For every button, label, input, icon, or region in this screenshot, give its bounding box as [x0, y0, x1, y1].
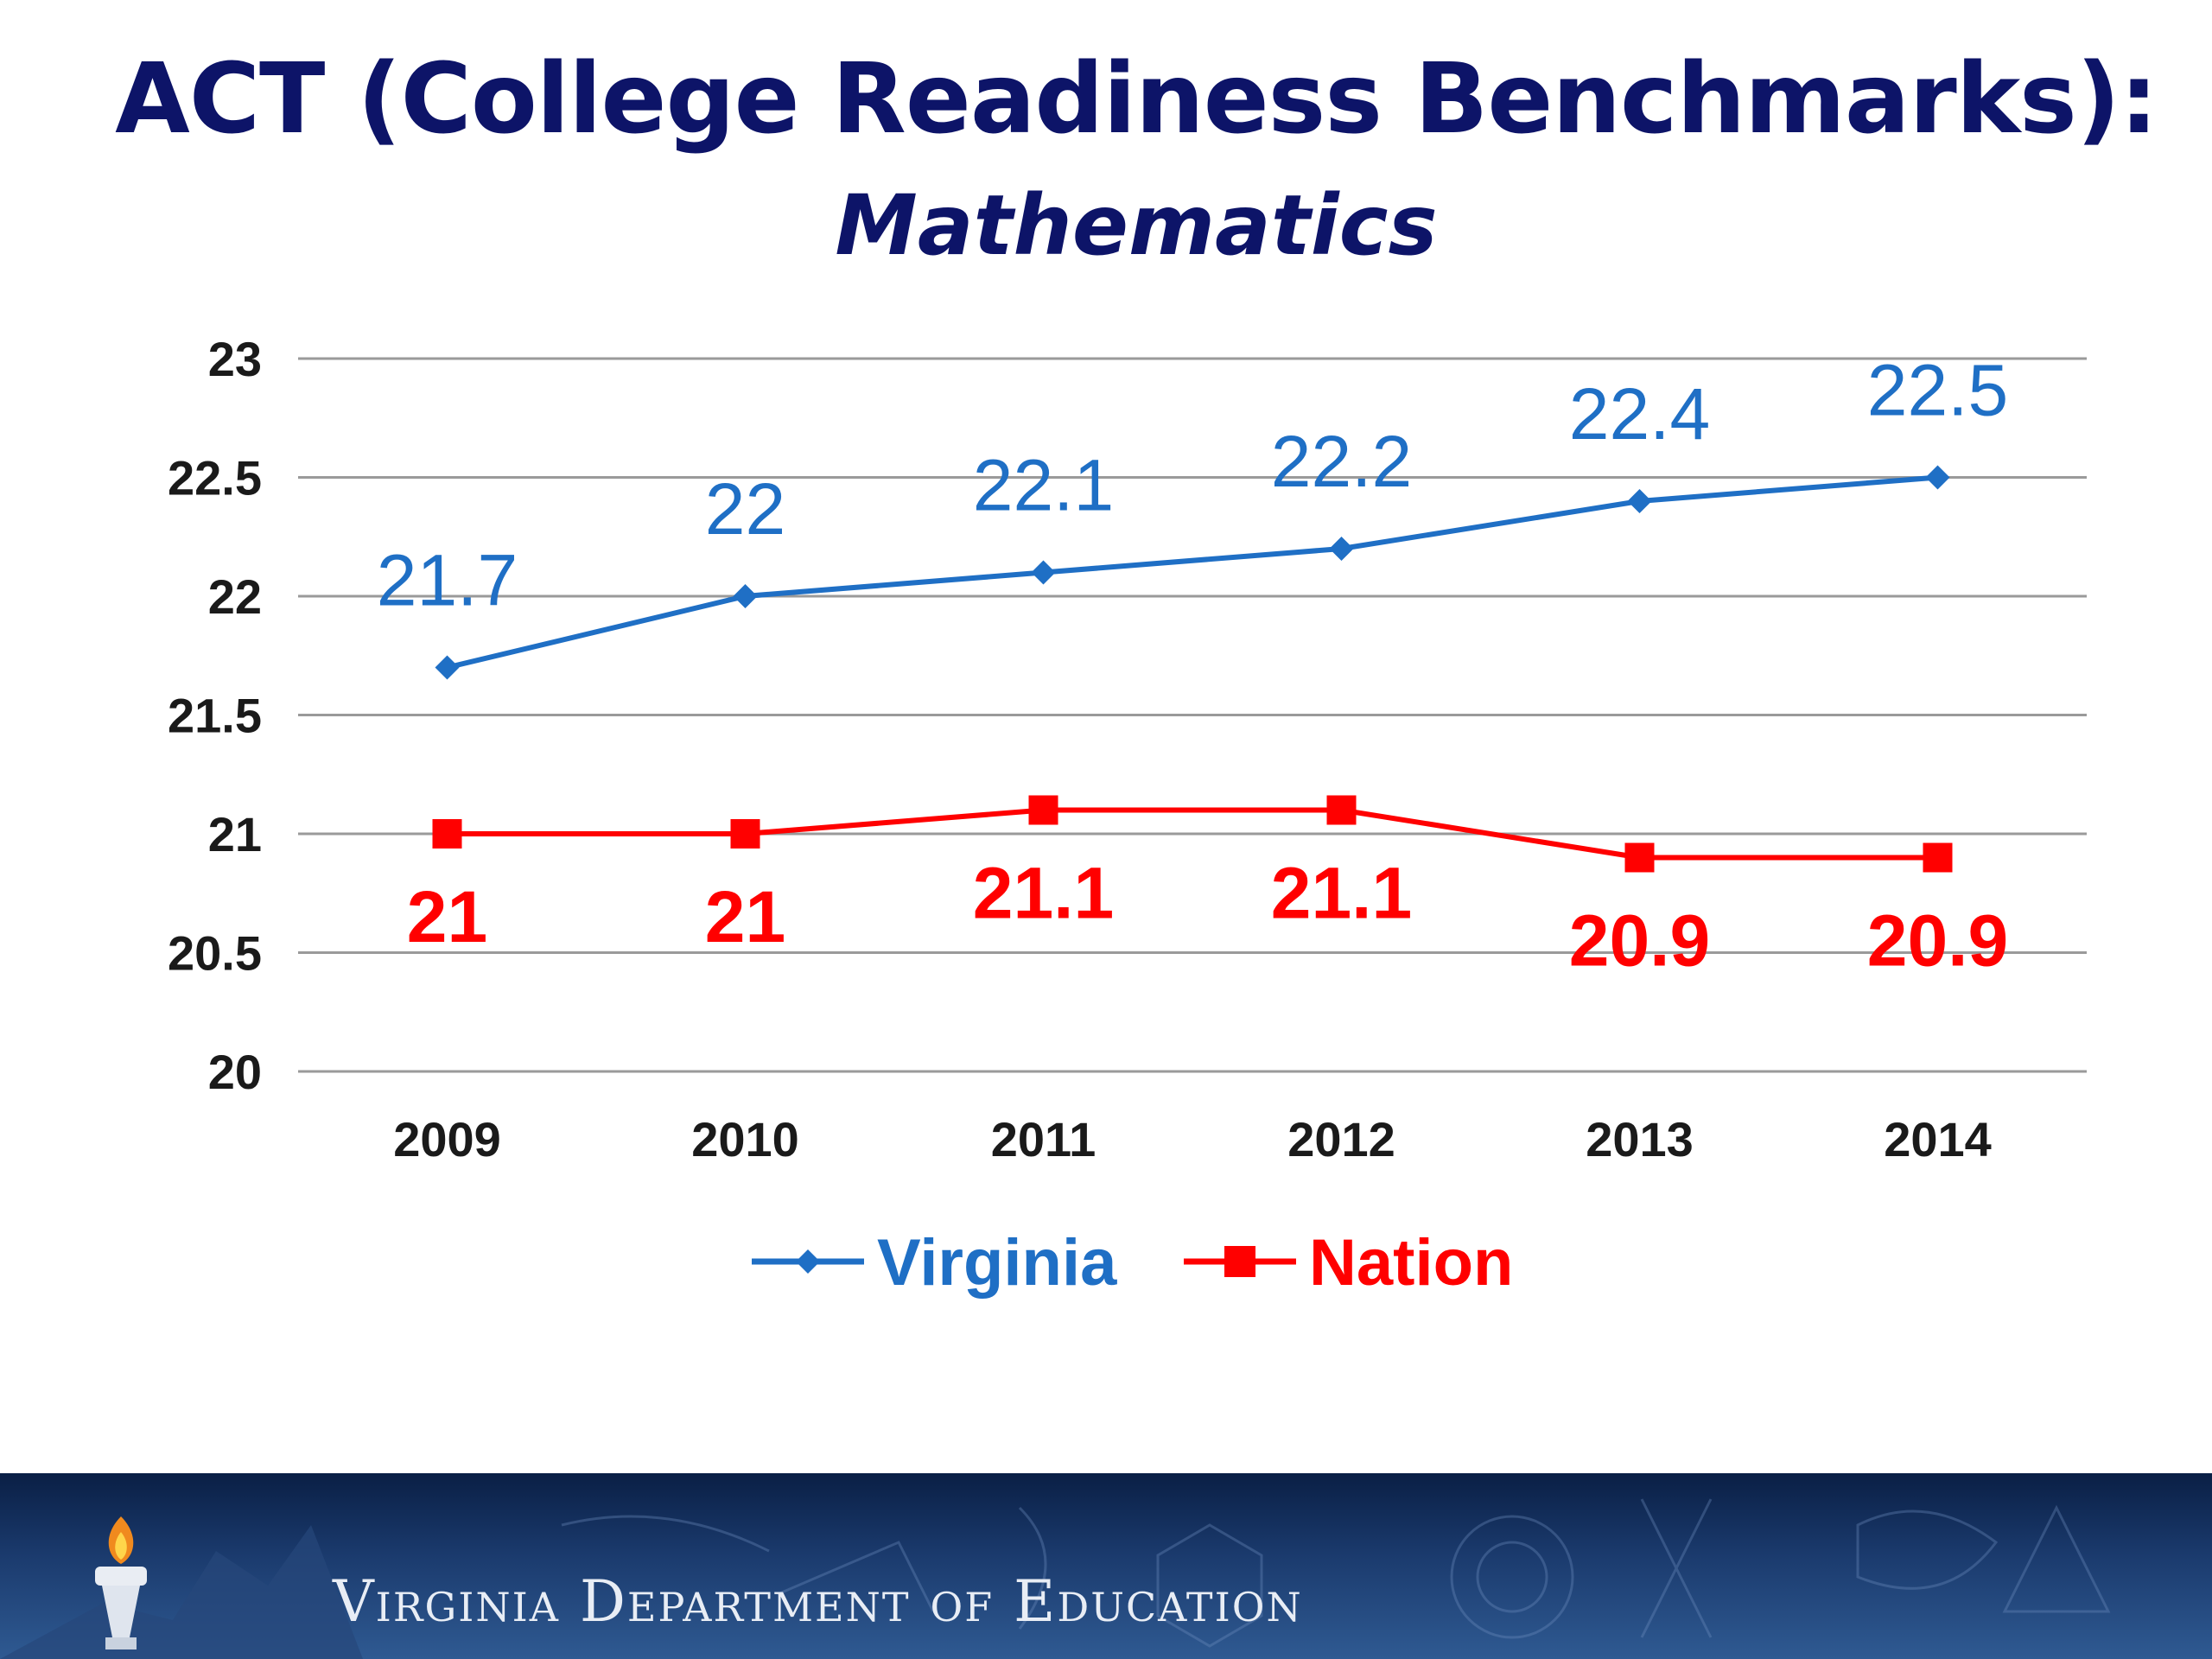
- line-chart: 20 20.5 21 21.5 22 22.5 23 2009 2010 2011 2012 2013…: [168, 332, 2087, 1300]
- series-line-virginia: [446, 474, 1938, 671]
- data-label-virginia: 22: [705, 468, 785, 550]
- data-label-nation: 21.1: [973, 853, 1115, 934]
- data-label-virginia: 22.5: [1867, 350, 2009, 431]
- data-point-nation: [730, 819, 760, 849]
- series-line-nation: [447, 807, 1938, 861]
- data-point-virginia: [1329, 537, 1354, 561]
- x-tick-label: 2013: [1586, 1112, 1694, 1166]
- data-point-nation: [432, 819, 462, 849]
- y-tick-label: 22: [208, 569, 262, 624]
- x-tick-label: 2009: [393, 1112, 501, 1166]
- x-tick-label: 2014: [1884, 1112, 1992, 1166]
- data-label-nation: 21: [407, 876, 487, 957]
- data-point-virginia: [1925, 465, 1950, 490]
- slide-title: ACT (College Readiness Benchmarks):: [115, 43, 2158, 156]
- data-point-nation: [1326, 795, 1357, 825]
- torch-logo: [95, 1516, 147, 1649]
- slide-subtitle: Mathematics: [835, 177, 1438, 274]
- legend-marker-virginia: [796, 1249, 820, 1274]
- data-label-nation: 20.9: [1867, 900, 2009, 982]
- footer-organization: Virginia Department of Education: [333, 1568, 1303, 1635]
- legend-label-virginia: Virginia: [877, 1226, 1117, 1300]
- data-point-nation: [1923, 842, 1953, 873]
- footer-pattern: [0, 1498, 2111, 1659]
- data-label-nation: 20.9: [1569, 900, 1711, 982]
- data-label-nation: 21: [705, 876, 785, 957]
- y-tick-label: 20.5: [168, 926, 262, 981]
- legend-marker-nation: [1224, 1246, 1255, 1277]
- data-point-virginia: [1031, 560, 1056, 585]
- y-tick-label: 20: [208, 1045, 262, 1099]
- data-label-nation: 21.1: [1271, 853, 1413, 934]
- y-tick-label: 21.5: [168, 689, 262, 743]
- data-point-virginia: [1627, 489, 1652, 513]
- y-tick-label: 22.5: [168, 451, 262, 505]
- data-point-virginia: [733, 584, 758, 608]
- data-point-nation: [1624, 842, 1655, 873]
- x-tick-label: 2012: [1287, 1112, 1395, 1166]
- data-point-virginia: [435, 655, 460, 680]
- legend-label-nation: Nation: [1309, 1226, 1513, 1300]
- data-label-virginia: 22.1: [973, 445, 1115, 526]
- y-tick-label: 23: [208, 332, 262, 386]
- data-label-virginia: 22.4: [1569, 373, 1711, 454]
- data-point-nation: [1028, 795, 1058, 825]
- x-tick-label: 2010: [691, 1112, 799, 1166]
- x-tick-label: 2011: [991, 1112, 1096, 1166]
- y-tick-label: 21: [208, 807, 262, 861]
- data-label-virginia: 21.7: [377, 540, 518, 621]
- data-label-virginia: 22.2: [1271, 421, 1413, 502]
- footer-banner: Virginia Department of Education: [0, 1473, 2212, 1659]
